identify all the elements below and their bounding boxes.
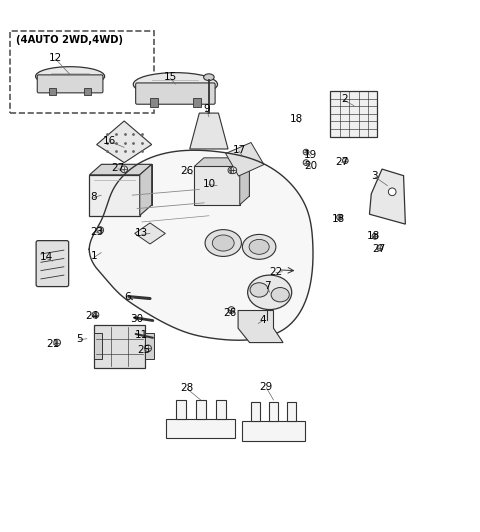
Ellipse shape	[250, 282, 268, 297]
Ellipse shape	[205, 230, 241, 256]
Text: 23: 23	[90, 227, 103, 237]
Polygon shape	[89, 164, 152, 175]
Circle shape	[228, 306, 235, 313]
Text: 16: 16	[103, 136, 117, 146]
FancyBboxPatch shape	[37, 75, 103, 93]
Text: 27: 27	[372, 244, 385, 254]
Ellipse shape	[271, 287, 289, 302]
Bar	[330, 91, 377, 137]
Text: 18: 18	[332, 214, 345, 224]
Circle shape	[228, 167, 235, 173]
Circle shape	[54, 339, 60, 346]
Bar	[252, 402, 260, 421]
Circle shape	[121, 166, 128, 173]
Text: 26: 26	[180, 166, 193, 176]
Ellipse shape	[204, 74, 214, 80]
Bar	[84, 88, 91, 95]
Circle shape	[303, 160, 309, 165]
Polygon shape	[238, 311, 283, 343]
Text: 11: 11	[135, 330, 148, 340]
Text: 17: 17	[232, 145, 246, 155]
Polygon shape	[140, 164, 152, 215]
Text: 6: 6	[124, 292, 131, 302]
Circle shape	[97, 227, 104, 234]
Text: (4AUTO 2WD,4WD): (4AUTO 2WD,4WD)	[16, 35, 123, 45]
Circle shape	[303, 149, 309, 155]
Bar	[196, 400, 206, 419]
Text: 25: 25	[138, 345, 151, 355]
Text: 2: 2	[341, 95, 348, 104]
Text: 9: 9	[203, 104, 210, 114]
Text: 3: 3	[372, 171, 378, 181]
Bar	[150, 98, 158, 107]
Bar	[145, 334, 154, 359]
Ellipse shape	[248, 275, 292, 310]
Circle shape	[342, 158, 348, 163]
Polygon shape	[226, 143, 264, 176]
Bar	[242, 421, 305, 440]
Text: 20: 20	[304, 161, 317, 171]
Text: 15: 15	[164, 72, 177, 82]
Text: 7: 7	[264, 281, 271, 291]
Text: 5: 5	[76, 334, 83, 344]
Text: 27: 27	[111, 163, 125, 173]
Ellipse shape	[212, 235, 234, 251]
Bar	[176, 400, 186, 419]
Circle shape	[230, 167, 237, 173]
Polygon shape	[135, 223, 165, 244]
Bar	[287, 402, 296, 421]
Polygon shape	[194, 167, 240, 205]
Circle shape	[377, 245, 383, 251]
Text: 29: 29	[260, 381, 273, 392]
FancyBboxPatch shape	[136, 83, 215, 104]
Text: 18: 18	[290, 114, 303, 123]
Circle shape	[372, 234, 378, 239]
Text: 13: 13	[135, 228, 148, 238]
Circle shape	[145, 345, 152, 352]
Ellipse shape	[36, 66, 105, 86]
Text: 19: 19	[304, 150, 317, 160]
Bar	[216, 400, 226, 419]
Circle shape	[336, 214, 342, 220]
Circle shape	[92, 311, 99, 318]
Polygon shape	[370, 169, 406, 224]
Polygon shape	[194, 158, 249, 167]
Text: 24: 24	[85, 311, 98, 321]
Text: 8: 8	[91, 192, 97, 202]
Polygon shape	[89, 175, 140, 215]
Polygon shape	[204, 158, 249, 196]
Bar	[192, 98, 201, 107]
Polygon shape	[240, 158, 249, 205]
Polygon shape	[101, 164, 152, 205]
Text: 30: 30	[131, 314, 144, 323]
Text: 10: 10	[203, 179, 216, 189]
Bar	[94, 334, 102, 359]
Bar	[94, 325, 145, 368]
Ellipse shape	[249, 239, 269, 254]
Text: 28: 28	[181, 383, 194, 393]
Text: 1: 1	[91, 252, 97, 261]
Text: 27: 27	[335, 156, 348, 167]
Text: 14: 14	[39, 252, 53, 262]
Polygon shape	[89, 150, 313, 340]
Circle shape	[388, 188, 396, 196]
Text: 12: 12	[49, 53, 62, 63]
Polygon shape	[190, 113, 228, 149]
Ellipse shape	[133, 73, 217, 96]
Text: 4: 4	[260, 314, 266, 325]
Bar	[49, 88, 56, 95]
Ellipse shape	[242, 235, 276, 259]
FancyBboxPatch shape	[36, 240, 69, 287]
Text: 21: 21	[47, 338, 60, 348]
Text: 26: 26	[223, 308, 236, 318]
Bar	[166, 419, 236, 438]
Text: 18: 18	[366, 231, 380, 242]
Bar	[269, 402, 278, 421]
Text: 22: 22	[269, 267, 283, 277]
Polygon shape	[96, 121, 152, 163]
